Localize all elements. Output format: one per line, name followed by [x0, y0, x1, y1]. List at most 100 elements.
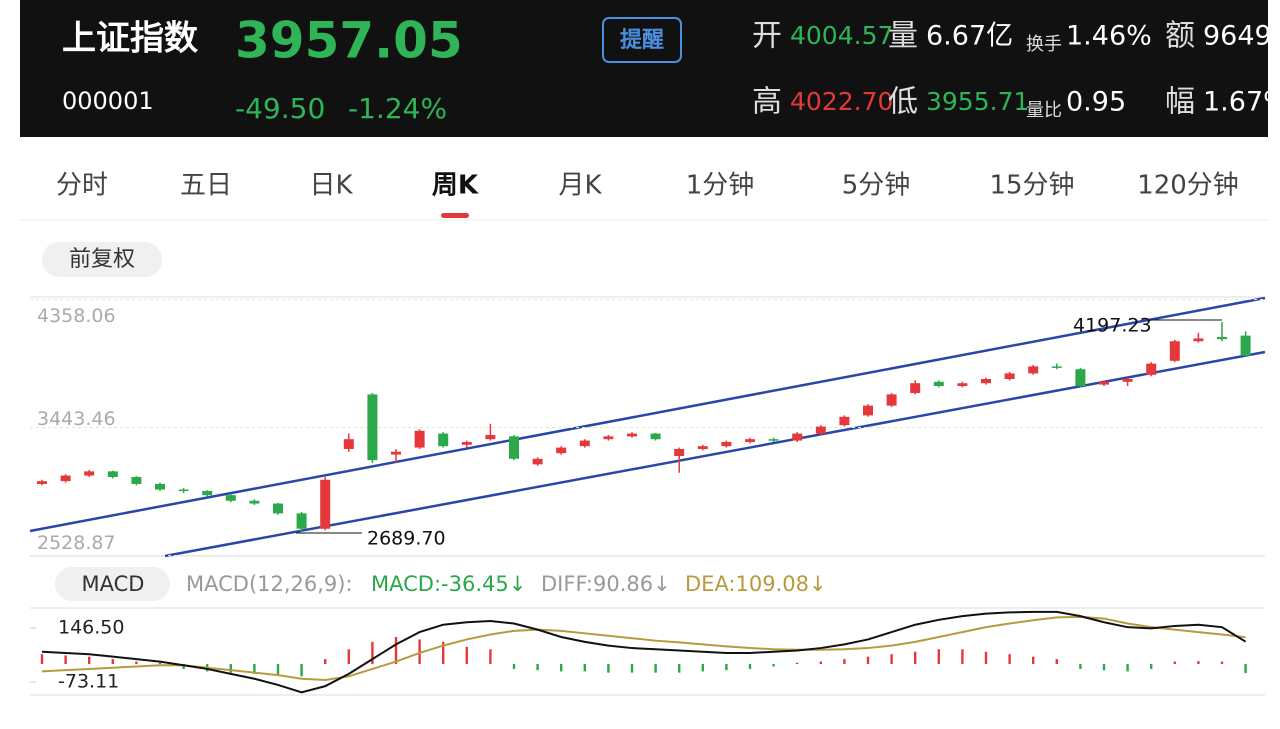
macd-bar: [1079, 664, 1082, 669]
index-change: -49.50: [235, 92, 325, 125]
candle-body: [84, 471, 95, 476]
candle-body: [910, 383, 921, 393]
macd-bar: [937, 649, 940, 665]
candle-body: [202, 490, 213, 496]
candle-body: [225, 495, 236, 501]
stat-label: 额: [1165, 19, 1195, 54]
stat-value: 9649: [1203, 21, 1272, 52]
candle-body: [697, 446, 708, 449]
macd-bar: [418, 639, 421, 665]
macd-bar: [984, 651, 988, 665]
candle-body: [320, 479, 331, 529]
candle-body: [863, 405, 873, 416]
candle-body: [155, 483, 165, 490]
y-tick-label: 2528.87: [37, 532, 116, 554]
tab[interactable]: 15分钟: [989, 171, 1074, 201]
candle-body: [107, 471, 118, 477]
candle-body: [886, 394, 897, 406]
index-price: 3957.05: [235, 12, 463, 70]
macd-bar: [347, 649, 350, 665]
macd-tick-label: -73.11: [58, 671, 119, 693]
macd-bar: [560, 664, 563, 672]
candle-body: [1193, 338, 1204, 342]
macd-bar: [1244, 664, 1247, 673]
max-annotation: 4197.23: [1073, 315, 1152, 337]
macd-bar: [748, 664, 752, 669]
candle-body: [556, 447, 567, 454]
alert-button[interactable]: [602, 17, 682, 63]
tab[interactable]: 分时: [56, 171, 108, 201]
stat-label: 高: [752, 85, 782, 120]
adjust-label[interactable]: 前复权: [69, 247, 135, 272]
macd-bar: [276, 664, 280, 676]
macd-bar: [678, 664, 681, 673]
macd-button[interactable]: [55, 567, 170, 601]
macd-bar: [607, 664, 610, 673]
alert-button-label[interactable]: 提醒: [620, 27, 664, 53]
macd-bar: [1150, 664, 1153, 669]
candle-body: [792, 433, 803, 441]
candle-body: [1169, 341, 1180, 361]
stat-value: 3955.71: [926, 87, 1029, 116]
candle-body: [1075, 369, 1086, 386]
macd-params: MACD(12,26,9):: [186, 572, 353, 596]
macd-bar: [583, 664, 586, 672]
candle-body: [839, 416, 850, 426]
adjust-button[interactable]: [42, 242, 162, 277]
macd-bar: [158, 662, 162, 665]
index-change-pct: -1.24%: [348, 92, 447, 125]
tab[interactable]: 1分钟: [686, 171, 755, 201]
candle-body: [603, 436, 614, 440]
stat-label: 换手: [1026, 34, 1062, 55]
tab[interactable]: 周K: [432, 171, 479, 201]
stat-label: 幅: [1165, 85, 1195, 120]
candle-body: [1217, 337, 1227, 340]
stat-value: 1.67%: [1203, 87, 1280, 118]
macd-bar: [961, 649, 964, 665]
stat-value: 0.95: [1066, 87, 1126, 118]
macd-bar: [1220, 661, 1224, 665]
tab[interactable]: 月K: [558, 171, 602, 201]
candle-body: [650, 433, 661, 440]
tab-indicator: [441, 213, 469, 218]
macd-bar: [1032, 656, 1035, 665]
macd-bar: [701, 664, 704, 672]
macd-bar: [1008, 654, 1011, 665]
index-code: 000001: [62, 87, 154, 115]
macd-bar: [772, 664, 775, 667]
macd-bar: [890, 654, 893, 665]
macd-bar: [465, 646, 468, 665]
tab[interactable]: 五日: [180, 171, 232, 201]
candle-body: [461, 441, 472, 445]
macd-button-label[interactable]: MACD: [82, 572, 145, 596]
macd-bar: [88, 656, 91, 665]
trend-channel: [29, 296, 1266, 533]
tab[interactable]: 日K: [309, 171, 353, 201]
candle-body: [273, 503, 283, 514]
candle-body: [768, 439, 779, 441]
candle-body: [981, 379, 991, 384]
macd-bar: [182, 664, 185, 669]
macd-bar: [866, 656, 870, 665]
candle-body: [391, 451, 401, 455]
candle-body: [1028, 366, 1039, 374]
candle-body: [674, 448, 685, 456]
header-bg: [20, 0, 1268, 137]
tab[interactable]: 5分钟: [842, 171, 911, 201]
stat-value: 6.67亿: [926, 21, 1013, 52]
candle-body: [438, 433, 449, 447]
macd-tick-label: 146.50: [58, 617, 124, 639]
macd-bar: [630, 664, 634, 673]
candle-body: [721, 441, 732, 447]
candle-body: [37, 481, 47, 484]
macd-bar: [914, 651, 917, 665]
candle-body: [1004, 373, 1015, 380]
candle-body: [414, 430, 425, 448]
tab[interactable]: 120分钟: [1137, 171, 1239, 201]
macd-bar: [654, 664, 657, 673]
candle-body: [1099, 381, 1109, 385]
dea-line: [41, 615, 1246, 682]
candle-body: [532, 458, 543, 465]
stat-label: 低: [888, 85, 918, 120]
